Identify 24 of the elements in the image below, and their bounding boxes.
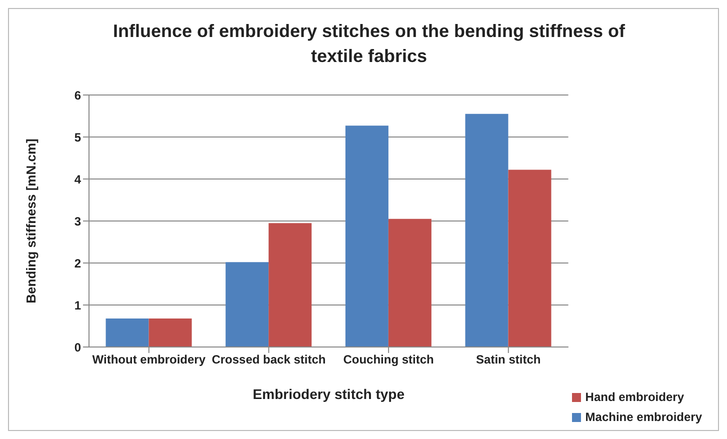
bar bbox=[465, 114, 508, 347]
legend-label: Hand embroidery bbox=[585, 390, 684, 404]
x-tick-label: Without embroidery bbox=[92, 352, 206, 367]
y-tick-label: 0 bbox=[74, 340, 82, 354]
bar bbox=[106, 318, 149, 347]
x-tick-label: Satin stitch bbox=[476, 352, 541, 367]
bar bbox=[345, 126, 388, 347]
bar bbox=[508, 170, 552, 347]
bar bbox=[388, 218, 432, 347]
y-axis-title: Bending stiffness [mN.cm] bbox=[24, 138, 39, 304]
y-tick-label: 6 bbox=[74, 88, 82, 102]
bar bbox=[226, 262, 269, 347]
x-axis-title: Embriodery stitch type bbox=[252, 386, 405, 402]
legend-label: Machine embroidery bbox=[585, 410, 702, 424]
x-tick-label: Crossed back stitch bbox=[212, 352, 326, 367]
y-tick-label: 4 bbox=[74, 172, 82, 186]
bar bbox=[268, 223, 312, 347]
y-tick-label: 5 bbox=[74, 130, 82, 144]
y-tick-label: 3 bbox=[74, 214, 82, 228]
bar bbox=[148, 318, 192, 347]
x-tick-label: Couching stitch bbox=[343, 352, 434, 367]
y-tick-label: 1 bbox=[74, 298, 82, 312]
chart-title: Influence of embroidery stitches on the bending stiffness of textile fabrics bbox=[112, 20, 626, 68]
y-tick-label: 2 bbox=[74, 256, 82, 270]
